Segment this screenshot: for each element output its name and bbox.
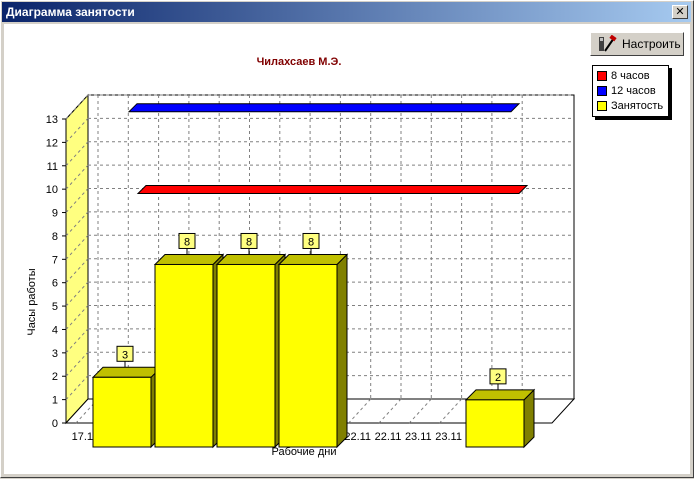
bar	[154, 263, 214, 448]
legend-label-12h: 12 часов	[611, 85, 656, 97]
x-tick-label: 22.11	[344, 431, 371, 443]
y-tick-label: 12	[46, 137, 58, 149]
x-axis-label: Рабочие дни	[272, 446, 337, 458]
data-label: 8	[246, 236, 252, 248]
bar	[465, 399, 525, 448]
x-tick-label: 23.11	[405, 431, 432, 443]
close-button[interactable]: ✕	[672, 5, 688, 19]
y-tick-label: 10	[46, 184, 58, 196]
title-bar: Диаграмма занятости ✕	[2, 2, 691, 22]
setup-button[interactable]: Настроить	[590, 32, 684, 56]
bar-top	[277, 253, 349, 265]
x-tick-label: 22.11	[375, 431, 402, 443]
y-tick-label: 11	[47, 161, 58, 173]
window-title: Диаграмма занятости	[6, 5, 135, 19]
legend-swatch-12h	[597, 86, 607, 96]
bar	[216, 263, 276, 448]
data-label: 2	[495, 372, 501, 384]
y-tick-label: 3	[52, 348, 58, 360]
legend-label-occupancy: Занятость	[611, 100, 664, 112]
y-tick-label: 2	[52, 371, 58, 383]
legend-item-8h: 8 часов	[597, 69, 650, 83]
bar-top	[464, 389, 536, 401]
reference-line-12h	[127, 103, 521, 113]
y-tick-label: 5	[52, 301, 58, 313]
bar-top	[215, 253, 287, 265]
y-tick-label: 0	[52, 418, 58, 430]
side-wall	[65, 93, 89, 425]
y-tick-label: 1	[52, 395, 58, 407]
setup-button-label: Настроить	[622, 37, 681, 51]
data-label-box	[116, 345, 134, 362]
y-tick-label: 13	[46, 114, 58, 126]
y-tick-label: 8	[52, 231, 58, 243]
legend-swatch-8h	[597, 71, 607, 81]
legend-item-12h: 12 часов	[597, 84, 656, 98]
tools-icon	[599, 35, 617, 52]
reference-line-8h	[136, 185, 529, 195]
y-axis-label: Часы работы	[26, 268, 38, 335]
x-tick-label: 23.11	[435, 431, 462, 443]
data-label: 8	[184, 236, 190, 248]
y-tick-label: 4	[52, 324, 58, 336]
chart-legend: 8 часов 12 часов Занятость	[592, 65, 669, 117]
y-tick-label: 6	[52, 278, 58, 290]
data-label: 3	[122, 349, 128, 361]
chart-title: Чилахсаев М.Э.	[257, 56, 342, 68]
legend-item-occupancy: Занятость	[597, 99, 663, 113]
y-tick-label: 9	[52, 208, 58, 220]
bar-top	[153, 253, 225, 265]
data-label-box	[302, 232, 320, 249]
bar	[278, 263, 338, 448]
y-tick-label: 7	[52, 254, 58, 266]
data-label-box	[178, 232, 196, 249]
bar-side	[336, 253, 348, 449]
legend-label-8h: 8 часов	[611, 70, 650, 82]
legend-swatch-occupancy	[597, 101, 607, 111]
bar-top	[91, 366, 163, 378]
data-label-box	[489, 368, 507, 385]
bar	[92, 376, 152, 448]
data-label-box	[240, 232, 258, 249]
data-label: 8	[308, 236, 314, 248]
x-tick-label: 17.11	[72, 431, 99, 443]
